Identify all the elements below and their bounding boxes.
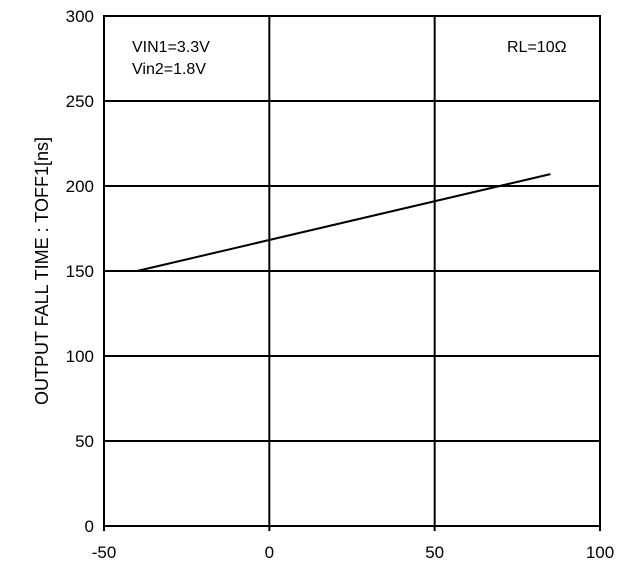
y-tick-label: 50: [75, 432, 94, 451]
load-annotation: RL=10Ω: [507, 39, 567, 56]
y-tick-label: 100: [66, 347, 94, 366]
y-tick-label: 150: [66, 262, 94, 281]
y-tick-labels: 0 50 100 150 200 250 300: [66, 7, 94, 536]
x-tick-labels: -50 0 50 100: [92, 543, 614, 562]
grid: [103, 16, 601, 531]
y-axis-label: OUTPUT FALL TIME : TOFF1[ns]: [32, 137, 52, 405]
x-tick-label: 100: [586, 543, 614, 562]
condition-vin2: Vin2=1.8V: [132, 61, 206, 78]
y-tick-label: 200: [66, 177, 94, 196]
condition-vin1: VIN1=3.3V: [132, 39, 210, 56]
y-tick-label: 250: [66, 92, 94, 111]
x-tick-label: -50: [92, 543, 117, 562]
y-tick-label: 0: [85, 517, 94, 536]
series-line: [136, 173, 551, 272]
conditions-annotation: VIN1=3.3V Vin2=1.8V: [132, 39, 210, 78]
x-tick-label: 0: [265, 543, 274, 562]
y-tick-label: 300: [66, 7, 94, 26]
series-group: [136, 173, 551, 272]
plot-frame: [103, 15, 601, 527]
x-tick-label: 50: [425, 543, 444, 562]
